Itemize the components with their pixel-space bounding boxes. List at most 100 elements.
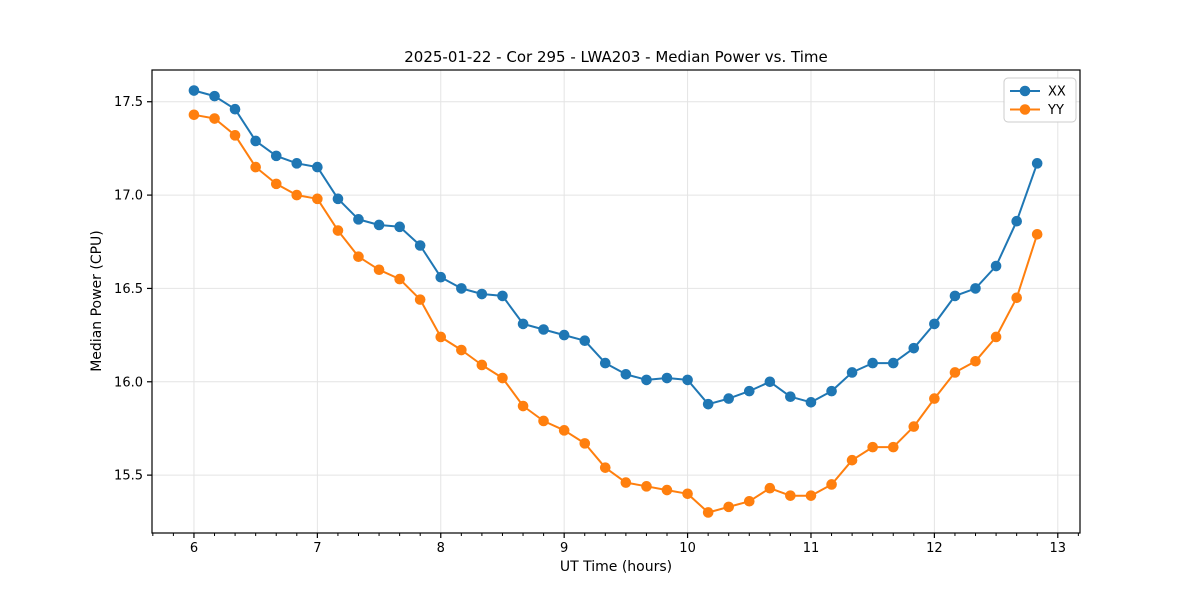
- y-axis: 15.5 16.0 16.5 17.0 17.5: [114, 95, 152, 484]
- x-axis: 6 7 8 9 10 11 12 13: [152, 533, 1079, 556]
- data-point: [723, 501, 734, 513]
- data-point: [373, 219, 385, 231]
- data-point: [887, 441, 899, 453]
- data-point: [990, 260, 1002, 272]
- data-point: [702, 507, 714, 518]
- data-point: [456, 283, 467, 294]
- data-point: [929, 318, 940, 330]
- data-point: [394, 221, 405, 233]
- data-point: [476, 359, 488, 371]
- x-tick-label: 9: [560, 541, 568, 556]
- data-point: [887, 357, 899, 369]
- data-point: [188, 85, 200, 96]
- data-point: [785, 490, 796, 501]
- data-point: [579, 438, 591, 449]
- data-point: [620, 477, 632, 488]
- data-point: [949, 290, 961, 302]
- data-point: [373, 264, 385, 276]
- data-point: [970, 355, 981, 367]
- data-point: [764, 482, 776, 494]
- data-point: [353, 251, 364, 262]
- legend: XX YY: [1003, 77, 1077, 123]
- x-tick-label: 12: [926, 541, 943, 556]
- y-tick-label: 15.5: [114, 469, 143, 484]
- legend-label: XX: [1048, 85, 1066, 100]
- x-tick-label: 11: [803, 541, 820, 556]
- series-xx: [188, 85, 1043, 410]
- data-point: [620, 369, 632, 380]
- data-point: [599, 462, 611, 473]
- data-point: [270, 178, 282, 190]
- y-tick-label: 16.0: [114, 375, 143, 390]
- data-point: [229, 103, 241, 115]
- data-point: [867, 357, 878, 369]
- data-point: [1011, 292, 1022, 304]
- data-point: [641, 481, 652, 492]
- data-point: [188, 109, 200, 121]
- x-tick-label: 6: [190, 541, 198, 556]
- legend-label: YY: [1047, 103, 1064, 118]
- legend-marker-icon: [1019, 104, 1031, 115]
- data-point: [682, 488, 693, 500]
- data-point: [990, 331, 1002, 343]
- grid: [152, 70, 1080, 533]
- data-point: [599, 357, 611, 369]
- data-point: [661, 372, 673, 384]
- data-point: [867, 441, 878, 453]
- data-point: [1031, 228, 1043, 240]
- data-point: [949, 367, 961, 378]
- legend-item-xx: XX: [1010, 85, 1066, 100]
- data-point: [661, 484, 673, 496]
- data-point: [641, 374, 652, 386]
- data-point: [538, 324, 549, 335]
- data-point: [558, 425, 570, 436]
- data-point: [743, 495, 755, 507]
- data-point: [579, 335, 591, 347]
- y-tick-label: 17.0: [114, 189, 143, 204]
- legend-item-yy: YY: [1010, 103, 1064, 118]
- y-tick-label: 16.5: [114, 282, 143, 297]
- y-axis-label: Median Power (CPU): [89, 230, 105, 372]
- data-point: [435, 271, 447, 283]
- data-point: [517, 400, 529, 412]
- data-point: [394, 273, 405, 285]
- data-point: [826, 479, 837, 490]
- data-point: [538, 415, 549, 427]
- data-point: [250, 135, 261, 147]
- data-point: [929, 393, 940, 404]
- data-point: [332, 225, 344, 236]
- x-tick-label: 13: [1050, 541, 1067, 556]
- data-point: [209, 113, 220, 124]
- series-yy: [188, 109, 1043, 518]
- data-point: [826, 385, 837, 397]
- data-point: [682, 374, 693, 386]
- data-point: [517, 318, 529, 330]
- data-point: [456, 344, 467, 356]
- series-line: [193, 89, 1039, 406]
- data-point: [497, 372, 508, 384]
- data-point: [209, 90, 220, 102]
- y-tick-label: 17.5: [114, 95, 143, 110]
- data-point: [1031, 158, 1043, 169]
- data-point: [414, 240, 426, 251]
- x-tick-label: 8: [437, 541, 445, 556]
- x-axis-label: UT Time (hours): [559, 559, 673, 575]
- x-tick-label: 7: [313, 541, 321, 556]
- data-point: [702, 398, 714, 410]
- data-point: [743, 385, 755, 397]
- data-point: [497, 290, 508, 302]
- data-point: [332, 193, 344, 205]
- data-point: [435, 331, 447, 343]
- data-point: [291, 189, 303, 201]
- data-point: [764, 376, 776, 388]
- data-point: [805, 490, 817, 501]
- data-point: [723, 393, 734, 404]
- data-point: [970, 283, 981, 294]
- data-point: [312, 193, 323, 205]
- data-point: [229, 130, 241, 141]
- chart-title: 2025-01-22 - Cor 295 - LWA203 - Median P…: [404, 48, 828, 66]
- data-point: [846, 367, 858, 378]
- series-line: [193, 113, 1039, 514]
